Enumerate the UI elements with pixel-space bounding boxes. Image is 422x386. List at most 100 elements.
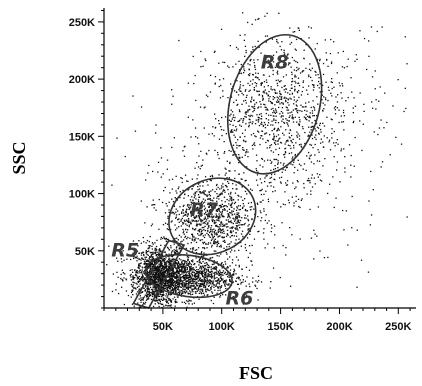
data-point [233,154,234,155]
data-point [287,180,288,181]
data-point [302,71,303,72]
data-point [240,209,241,210]
data-point [269,134,270,135]
data-point [165,187,166,188]
data-point [199,188,200,189]
data-point [245,141,246,142]
data-point [235,232,236,233]
data-point [218,187,219,188]
data-point [220,295,221,296]
data-point [234,221,235,222]
data-point [253,209,254,210]
data-point [145,286,146,287]
data-point [228,200,229,201]
data-point [210,75,211,76]
data-point [223,225,224,226]
data-point [164,288,165,289]
data-point [196,242,197,243]
data-point [276,39,277,40]
data-point [197,224,198,225]
data-point [221,135,222,136]
data-point [257,77,258,78]
data-point [353,121,354,122]
data-point [187,214,188,215]
data-point [162,275,163,276]
data-point [260,178,261,179]
data-point [215,272,216,273]
data-point [161,177,162,178]
data-point [209,276,210,277]
data-point [209,232,210,233]
data-point [141,258,142,259]
data-point [378,101,379,102]
data-point [230,132,231,133]
data-point [143,271,144,272]
data-point [248,220,249,221]
data-point [277,42,278,43]
data-point [236,80,237,81]
data-point [344,171,345,172]
data-point [211,271,212,272]
data-point [204,127,205,128]
data-point [142,278,143,279]
data-point [339,181,340,182]
data-point [221,222,222,223]
data-point [201,267,202,268]
data-point [271,161,272,162]
data-point [165,239,166,240]
data-point [125,278,126,279]
data-point [298,90,299,91]
data-point [310,117,311,118]
data-point [253,144,254,145]
data-point [222,62,223,63]
data-point [242,269,243,270]
data-point [163,236,164,237]
data-point [181,241,182,242]
data-point [163,273,164,274]
data-point [236,206,237,207]
data-point [259,125,260,126]
data-point [189,261,190,262]
data-point [171,147,172,148]
data-point [206,269,207,270]
data-point [173,292,174,293]
data-point [223,282,224,283]
data-point [311,161,312,162]
data-point [315,74,316,75]
data-point [294,90,295,91]
data-point [309,144,310,145]
data-point [245,123,246,124]
data-point [301,146,302,147]
data-point [273,120,274,121]
data-point [249,64,250,65]
data-point [231,198,232,199]
data-point [181,293,182,294]
data-point [204,274,205,275]
data-point [247,215,248,216]
data-point [235,223,236,224]
data-point [306,155,307,156]
data-point [205,234,206,235]
data-point [132,276,133,277]
data-point [219,280,220,281]
data-point [268,98,269,99]
data-point [271,109,272,110]
data-point [246,149,247,150]
data-point [303,169,304,170]
data-point [235,265,236,266]
data-point [249,125,250,126]
data-point [135,131,136,132]
data-point [131,274,132,275]
data-point [182,229,183,230]
data-point [152,248,153,249]
data-point [179,206,180,207]
data-point [290,163,291,164]
data-point [310,70,311,71]
data-point [145,179,146,180]
data-point [148,261,149,262]
data-point [234,269,235,270]
data-point [274,226,275,227]
data-point [142,299,143,300]
data-point [226,236,227,237]
data-point [224,283,225,284]
